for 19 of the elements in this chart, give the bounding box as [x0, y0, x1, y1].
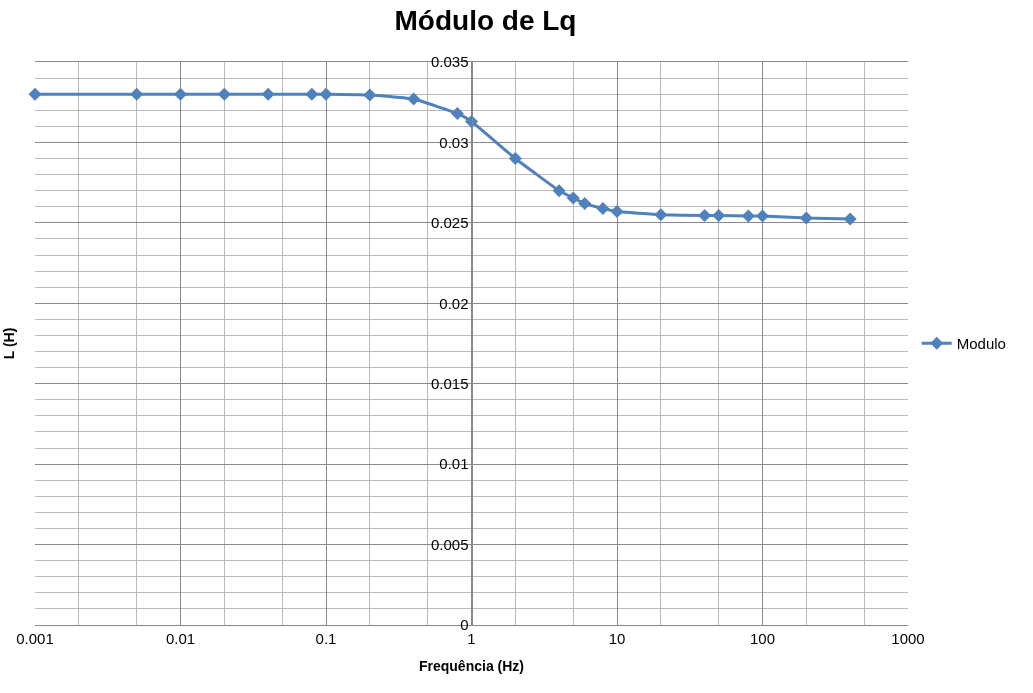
y-tick-label: 0.03 — [439, 133, 469, 151]
y-tick-label: 0.015 — [430, 374, 469, 392]
y-tick-label: 0 — [460, 616, 469, 634]
x-tick-label: 1000 — [891, 630, 925, 647]
y-tick-label: 0.025 — [430, 214, 469, 232]
chart-title: Módulo de Lq — [394, 4, 577, 36]
x-tick-label: 1 — [467, 630, 476, 647]
y-tick-label: 0.02 — [439, 294, 469, 312]
x-tick-label: 0.001 — [16, 630, 54, 647]
y-tick-label: 0.005 — [430, 535, 469, 553]
y-tick-label: 0.035 — [430, 53, 469, 71]
x-tick-label: 10 — [608, 630, 626, 647]
x-tick-label: 100 — [749, 630, 776, 647]
legend-label: Modulo — [956, 335, 1006, 353]
x-tick-label: 0.1 — [315, 630, 337, 647]
x-axis-title: Frequência (Hz) — [418, 658, 525, 675]
y-tick-label: 0.01 — [439, 455, 469, 473]
x-tick-label: 0.01 — [165, 630, 196, 647]
y-axis-title: L (H) — [1, 327, 18, 360]
